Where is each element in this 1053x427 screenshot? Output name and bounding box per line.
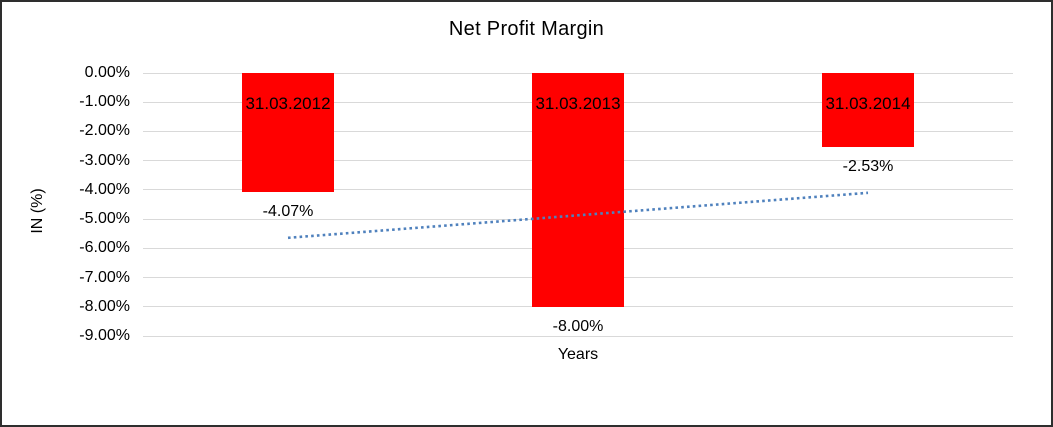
- y-axis-tick-label: -5.00%: [79, 210, 130, 228]
- gridline: [143, 335, 1013, 337]
- y-axis-tick-label: -9.00%: [79, 327, 130, 344]
- y-axis-title: IN (%): [29, 187, 46, 234]
- category-label: 31.03.2012: [245, 94, 331, 113]
- bar: [532, 73, 624, 307]
- y-axis-tick-label: -7.00%: [79, 268, 130, 286]
- gridline: [143, 306, 1013, 308]
- y-axis-tick-label: -1.00%: [79, 93, 130, 111]
- y-axis-tick-label: 0.00%: [84, 64, 130, 81]
- value-label: -4.07%: [262, 202, 314, 220]
- chart-title: Net Profit Margin: [448, 18, 605, 40]
- y-axis-tick-label: -3.00%: [79, 151, 130, 169]
- bar: [242, 73, 334, 192]
- value-label: -2.53%: [842, 157, 894, 175]
- category-label: 31.03.2013: [535, 94, 621, 113]
- y-axis-tick-label: -2.00%: [79, 122, 130, 140]
- y-axis-tick-label: -6.00%: [79, 239, 130, 257]
- x-axis-title: Years: [557, 346, 599, 363]
- category-label: 31.03.2014: [825, 94, 911, 113]
- value-label: -8.00%: [552, 317, 604, 335]
- y-axis-tick-label: -4.00%: [79, 180, 130, 198]
- bar: [822, 73, 914, 147]
- y-axis-tick-label: -8.00%: [79, 297, 130, 315]
